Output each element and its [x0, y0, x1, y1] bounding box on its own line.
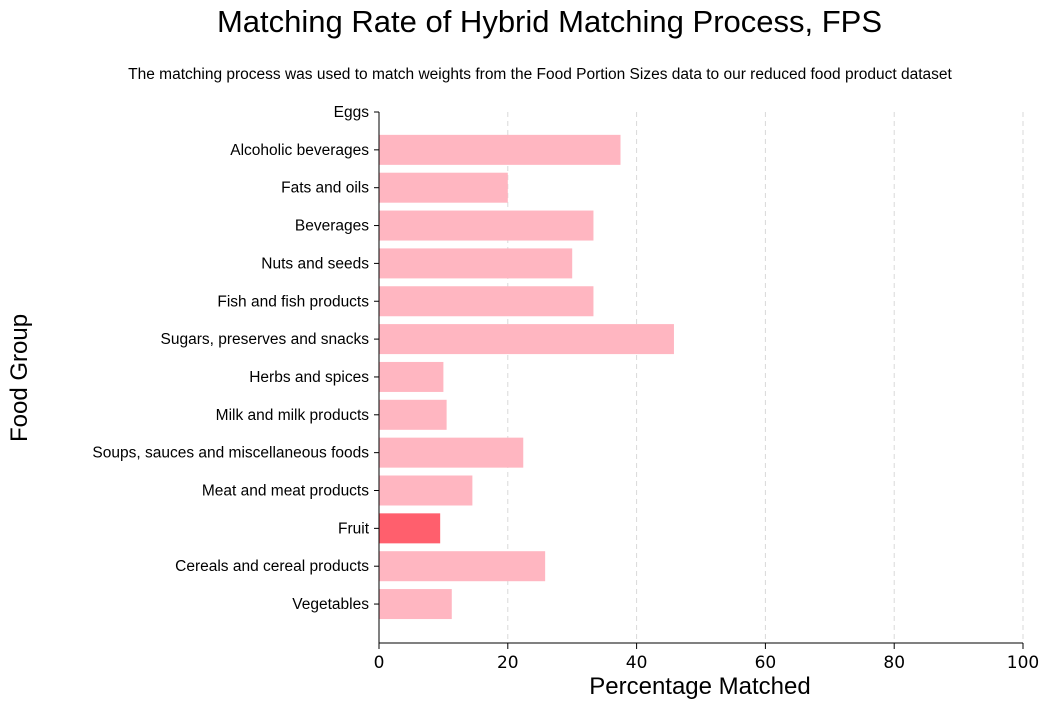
bar: [379, 361, 444, 392]
gridlines: [507, 112, 1024, 643]
x-tick-label: 0: [374, 653, 385, 673]
x-tick-label: 60: [755, 653, 777, 673]
y-tick-label: Nuts and seeds: [261, 255, 369, 272]
x-tick-label: 40: [626, 653, 648, 673]
y-tick-label: Fish and fish products: [217, 293, 369, 310]
chart-title: Matching Rate of Hybrid Matching Process…: [216, 4, 883, 39]
y-tick-label: Cereals and cereal products: [175, 558, 369, 575]
bar: [379, 134, 621, 165]
y-tick-label: Beverages: [295, 218, 369, 235]
bar: [379, 589, 452, 620]
bar: [379, 248, 573, 279]
y-tick-label: Fats and oils: [281, 180, 369, 197]
bar: [379, 210, 594, 241]
y-tick-label: Soups, sauces and miscellaneous foods: [92, 445, 369, 462]
y-tick-label: Meat and meat products: [202, 483, 369, 500]
bar: [379, 475, 473, 506]
y-tick-label: Vegetables: [292, 596, 369, 613]
x-tick-label: 80: [883, 653, 905, 673]
y-tick-label: Milk and milk products: [216, 407, 370, 424]
bar: [379, 437, 524, 468]
chart-subtitle: The matching process was used to match w…: [128, 66, 952, 83]
bar: [379, 399, 447, 430]
bar: [379, 513, 441, 544]
y-tick-label: Alcoholic beverages: [230, 142, 369, 159]
bar: [379, 324, 674, 355]
x-tick-labels: 0 20 40 60 80 100: [374, 643, 1039, 673]
x-tick-label: 100: [1007, 653, 1039, 673]
y-tick-label: Sugars, preserves and snacks: [161, 331, 370, 348]
x-axis-label: Percentage Matched: [589, 673, 810, 700]
y-tick-label: Eggs: [334, 104, 370, 121]
bars: [379, 134, 674, 620]
bar: [379, 172, 508, 203]
y-tick-label: Herbs and spices: [249, 369, 369, 386]
x-tick-label: 20: [497, 653, 519, 673]
axes: [378, 112, 1023, 644]
y-tick-label: Fruit: [338, 520, 370, 537]
bar: [379, 286, 594, 317]
y-tick-labels: Eggs Alcoholic beverages Fats and oils Beve…: [92, 104, 379, 613]
bar: [379, 551, 546, 582]
y-axis-label: Food Group: [6, 314, 33, 442]
